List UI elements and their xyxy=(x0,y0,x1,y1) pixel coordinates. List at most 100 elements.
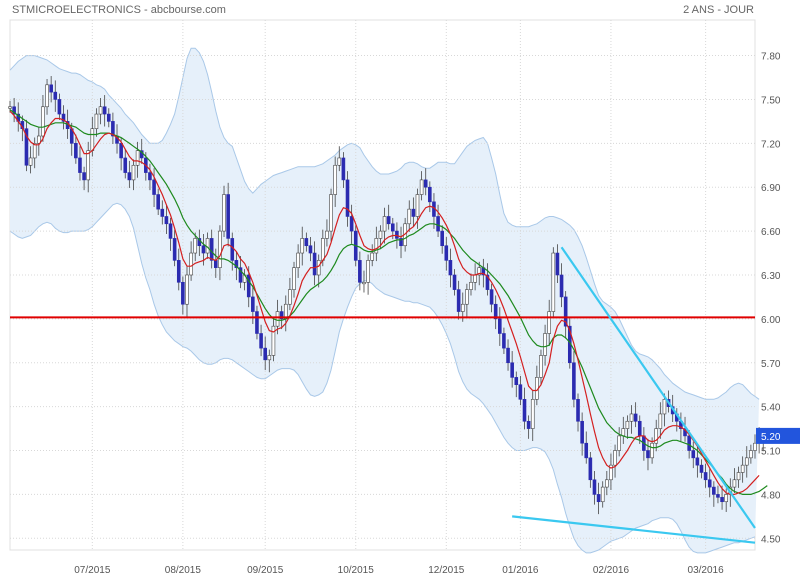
candle-body xyxy=(255,311,259,334)
candle-body xyxy=(419,179,424,195)
candle-body xyxy=(576,399,580,422)
candle-body xyxy=(152,179,156,195)
candle-body xyxy=(707,479,712,488)
candle-body xyxy=(716,494,720,498)
candle-body xyxy=(37,135,41,144)
candle-body xyxy=(539,355,543,378)
candle-body xyxy=(267,355,272,361)
candle-body xyxy=(485,274,490,290)
candle-body xyxy=(349,216,354,232)
x-tick-label: 03/2016 xyxy=(688,565,725,576)
candle-body xyxy=(473,274,477,283)
legend: DOUBLE EMA (64) DOUBLE EMA (32) BOLL (30… xyxy=(12,20,308,32)
candle-body xyxy=(378,230,383,239)
chart-title: STMICROELECTRONICS - abcbourse.com xyxy=(12,4,226,16)
candle-body xyxy=(246,274,251,298)
y-tick-label: 5.10 xyxy=(761,447,781,458)
candle-body xyxy=(94,113,99,129)
candle-body xyxy=(242,274,247,283)
candle-body xyxy=(712,486,716,495)
candle-body xyxy=(358,260,362,283)
candle-body xyxy=(572,362,576,400)
candle-body xyxy=(218,230,222,268)
candle-body xyxy=(518,384,523,400)
candle-body xyxy=(646,450,650,459)
candle-body xyxy=(382,216,387,232)
candle-body xyxy=(185,274,189,305)
candle-body xyxy=(205,238,210,254)
candle-body xyxy=(411,208,416,217)
candle-body xyxy=(543,333,547,356)
candle-body xyxy=(74,143,78,159)
candle-body xyxy=(119,143,123,159)
candle-body xyxy=(395,230,399,239)
candle-body xyxy=(724,494,728,503)
candle-body xyxy=(530,399,535,429)
legend-ema32: DOUBLE EMA (32) xyxy=(119,20,214,32)
candle-body xyxy=(148,172,152,181)
candle-body xyxy=(263,347,267,361)
candle-body xyxy=(580,420,584,444)
plot-area xyxy=(9,19,756,551)
candle-body xyxy=(230,238,235,261)
candle-body xyxy=(115,135,119,144)
candle-body xyxy=(720,497,724,503)
candle-body xyxy=(275,311,280,327)
candle-body xyxy=(477,267,482,276)
candle-body xyxy=(366,260,370,283)
candle-body xyxy=(522,399,527,422)
candle-body xyxy=(633,413,638,422)
bollinger-lower xyxy=(9,202,756,554)
candle-body xyxy=(144,157,148,173)
candle-body xyxy=(456,289,461,312)
candle-body xyxy=(654,428,659,444)
candle-body xyxy=(753,442,757,451)
candle-body xyxy=(757,438,761,444)
candle-body xyxy=(251,296,255,312)
candle-body xyxy=(460,303,465,312)
candle-body xyxy=(127,172,132,181)
candle-body xyxy=(596,494,601,503)
y-tick-label: 7.50 xyxy=(761,95,781,106)
x-tick-label: 08/2015 xyxy=(165,565,202,576)
candle-body xyxy=(502,333,506,349)
candle-body xyxy=(78,157,82,173)
candle-body xyxy=(370,252,375,261)
candle-body xyxy=(189,252,193,276)
candle-body xyxy=(551,252,556,312)
candle-body xyxy=(53,91,58,100)
candle-body xyxy=(12,106,16,115)
candle-body xyxy=(642,435,646,451)
candle-body xyxy=(193,238,198,254)
candle-body xyxy=(506,347,510,364)
bollinger-upper xyxy=(9,47,760,400)
candle-body xyxy=(744,457,749,466)
y-tick-label: 4.50 xyxy=(761,534,781,545)
candle-body xyxy=(407,208,412,225)
candle-body xyxy=(637,420,642,437)
candle-body xyxy=(226,194,230,239)
trend-line-2 xyxy=(512,515,756,544)
y-tick-label: 7.80 xyxy=(761,52,781,63)
candle-body xyxy=(214,260,218,268)
candle-body xyxy=(749,450,753,459)
candle-body xyxy=(535,377,539,400)
period-label: 2 ANS - JOUR xyxy=(683,4,754,16)
last-price-label: 5.20 xyxy=(761,432,781,443)
candle-body xyxy=(666,399,671,407)
candle-body xyxy=(57,99,62,115)
legend-boll: BOLL (30, 2.5) xyxy=(226,20,299,32)
candle-body xyxy=(321,238,325,261)
candle-body xyxy=(617,435,621,451)
candle-body xyxy=(164,216,169,225)
candle-body xyxy=(135,150,140,166)
candle-body xyxy=(271,325,276,356)
candle-body xyxy=(45,84,49,108)
candle-body xyxy=(736,472,741,481)
legend-ema64: DOUBLE EMA (64) xyxy=(12,20,107,32)
candle-body xyxy=(49,84,53,93)
x-tick-label: 09/2015 xyxy=(247,565,284,576)
candle-body xyxy=(489,289,494,305)
candle-body xyxy=(111,121,115,137)
y-tick-label: 6.60 xyxy=(761,227,781,238)
